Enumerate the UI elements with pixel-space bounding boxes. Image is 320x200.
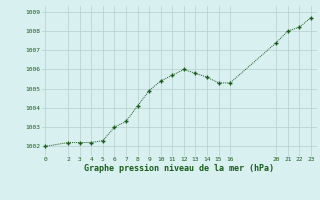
X-axis label: Graphe pression niveau de la mer (hPa): Graphe pression niveau de la mer (hPa) (84, 164, 274, 173)
